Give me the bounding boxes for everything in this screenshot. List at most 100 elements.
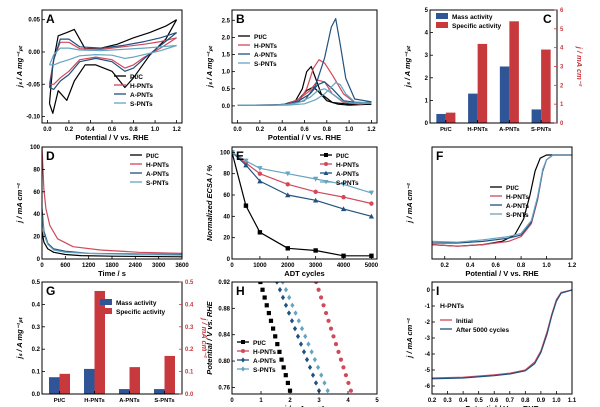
y-tick-label: -2: [425, 320, 431, 326]
chart-panel-D: D 0 600 1200 1800 2400 3000 3600 Time / s 0 20 40 60…: [15, 145, 189, 278]
marker-square: [270, 326, 276, 331]
marker-diamond: [303, 333, 308, 340]
y-axis-label: j / mA cm⁻²: [405, 183, 414, 224]
marker-diamond: [301, 349, 307, 355]
marker-diamond: [316, 387, 322, 394]
x-tick-label: 2: [288, 398, 292, 404]
bar: [468, 93, 478, 123]
plot-frame: [41, 281, 183, 395]
y-tick-label: 1: [425, 98, 429, 104]
marker-triangle-down: [368, 190, 375, 196]
series-line-forward: [48, 19, 177, 104]
legend-swatch: [100, 308, 112, 314]
marker-triangle-up: [257, 178, 263, 184]
y-axis-label: j / mA cm⁻²: [405, 318, 414, 359]
y-axis-label: jₛ / A mg⁻¹ₚₜ: [15, 45, 24, 88]
x-tick-label: 2000: [281, 263, 295, 269]
marker-circle: [257, 171, 263, 176]
bar: [129, 367, 140, 394]
x-tick-label: 0.2: [256, 127, 265, 133]
marker-square: [285, 380, 290, 386]
plot-frame: [41, 9, 183, 124]
legend-entry: S-PNTs: [254, 61, 277, 68]
series-line: [432, 289, 572, 380]
marker-square: [277, 349, 282, 354]
series-line: [432, 289, 572, 379]
marker-triangle-up: [313, 197, 319, 203]
marker-circle: [318, 295, 324, 300]
marker-diamond: [312, 356, 317, 363]
y-tick-label: -0.05: [26, 82, 40, 88]
y-tick-label: 0.5: [32, 280, 41, 286]
legend-entry: Mass activity: [452, 14, 493, 21]
series-line-reverse: [48, 19, 178, 114]
y-tick-label: 0.92: [218, 280, 230, 286]
marker-diamond: [283, 302, 289, 309]
marker-triangle-up: [340, 206, 347, 212]
panel-letter: A: [46, 12, 55, 26]
x-tick-label: 1.0: [552, 398, 561, 404]
bar: [541, 49, 551, 123]
y-tick-label: 2.0: [222, 35, 231, 41]
x-tick-label: 0.2: [441, 263, 450, 269]
legend-entry: A-PNTs: [506, 203, 529, 210]
panel-letter: F: [436, 149, 443, 163]
y-tick-label: 0.0: [222, 104, 231, 110]
marker-circle: [313, 189, 318, 194]
marker-circle: [348, 388, 353, 393]
marker-diamond: [277, 287, 283, 293]
legend-swatch: [436, 22, 448, 28]
x-tick-label: 0.8: [129, 127, 138, 133]
marker-square: [324, 153, 328, 157]
marker-circle: [326, 318, 331, 323]
y-tick-label: -6: [425, 384, 431, 390]
series-line-reverse: [49, 32, 177, 90]
legend-entry: H-PNTs: [254, 43, 277, 50]
x-tick-label: S-PNTs: [531, 127, 551, 133]
y-tick-label: 6: [560, 8, 564, 14]
marker-circle: [341, 365, 346, 370]
legend-entry: Specific activity: [452, 23, 502, 30]
y-axis-label: Normalized ECSA / %: [205, 165, 214, 241]
marker-triangle-down: [340, 182, 347, 187]
marker-diamond: [304, 356, 310, 363]
marker-triangle-down: [323, 180, 329, 185]
y-tick-label: 0.5: [185, 280, 194, 286]
marker-diamond: [307, 364, 313, 371]
x-axis-label: Potential / V vs. RHE: [465, 404, 538, 407]
y-tick-label: 0.2: [185, 347, 194, 353]
y-tick-label: 0.1: [32, 370, 41, 376]
y-tick-label: 80: [33, 167, 40, 173]
x-tick-label: 1200: [82, 263, 96, 269]
y-tick-label: 0: [427, 288, 431, 294]
x-tick-label: 0.6: [300, 127, 309, 133]
marker-circle: [333, 342, 339, 347]
x-tick-label: 0.8: [517, 263, 526, 269]
panel-letter: I: [436, 284, 439, 298]
marker-square: [285, 246, 290, 251]
y-tick-label: -1: [425, 304, 431, 310]
marker-diamond: [283, 287, 289, 293]
marker-diamond: [280, 282, 285, 285]
x-tick-label: 3600: [175, 263, 189, 269]
marker-square: [279, 357, 284, 362]
y-axis-label: j / mA cm⁻²: [200, 317, 209, 358]
series-layer: [232, 149, 375, 258]
bar: [94, 290, 105, 394]
legend-entry: Pt/C: [254, 34, 267, 41]
panel-letter: E: [236, 149, 244, 163]
marker-diamond: [296, 318, 301, 324]
legend-entry: A-PNTs: [146, 171, 169, 178]
x-tick-label: A-PNTs: [119, 398, 140, 404]
legend-entry: H-PNTs: [130, 83, 153, 90]
marker-circle: [316, 287, 321, 292]
marker-square: [369, 253, 374, 258]
marker-square: [273, 334, 278, 339]
x-tick-label: 1800: [105, 263, 119, 269]
x-tick-label: A-PNTs: [499, 127, 520, 133]
marker-square: [260, 287, 265, 292]
marker-circle: [323, 310, 329, 316]
legend-entry: S-PNTs: [253, 367, 276, 374]
chart-panel-F: F 0.2 0.4 0.6 0.8 1.0 1.2 Potential / V vs. RHE…: [405, 146, 577, 278]
marker-diamond: [290, 302, 295, 309]
